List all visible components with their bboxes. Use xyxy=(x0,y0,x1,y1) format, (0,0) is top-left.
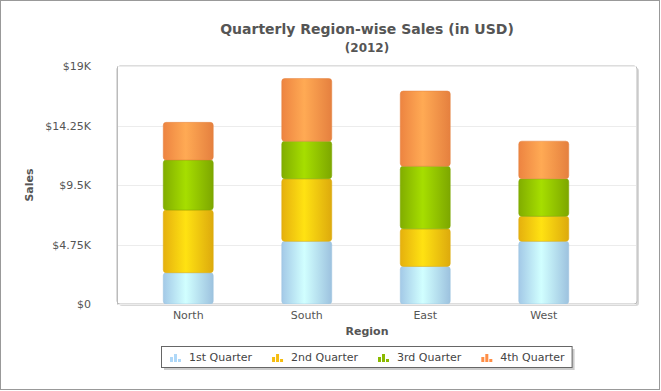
x-tick: North xyxy=(173,304,204,322)
legend-swatch-bar xyxy=(170,357,173,362)
subtitle: (2012) xyxy=(345,41,389,55)
legend-swatch xyxy=(378,354,389,362)
grid-line xyxy=(118,304,636,305)
bar xyxy=(519,216,569,241)
y-tick: $0 xyxy=(77,298,117,311)
y-tick: $19K xyxy=(63,60,117,73)
legend-swatch xyxy=(481,354,492,362)
legend-swatch-bar xyxy=(481,357,484,362)
series-bars xyxy=(163,79,569,179)
legend: 1st Quarter 2nd Quarter 3rd Quarter 4th Qua… xyxy=(162,347,575,371)
series-bars xyxy=(163,241,569,304)
legend-swatch-bar xyxy=(378,357,381,362)
legend-swatch-bar xyxy=(178,359,181,362)
legend-label: 3rd Quarter xyxy=(397,351,462,364)
bar xyxy=(519,179,569,217)
x-tick: West xyxy=(530,304,558,322)
legend-swatch-bar xyxy=(489,359,492,362)
legend-swatch-bar xyxy=(280,359,283,362)
bar xyxy=(282,179,332,242)
y-tick: $4.75K xyxy=(52,239,117,252)
legend-swatch-bar xyxy=(485,354,488,362)
grid xyxy=(118,67,636,305)
y-axis-title: Sales xyxy=(23,168,36,202)
plot-frame xyxy=(117,66,637,304)
bar xyxy=(400,166,450,229)
bar xyxy=(163,122,213,160)
legend-swatch-bar xyxy=(382,354,385,362)
x-axis: North South East West xyxy=(130,304,604,322)
legend-swatch-bar xyxy=(272,357,275,362)
legend-swatch xyxy=(272,354,283,362)
series-bars xyxy=(163,141,569,229)
y-tick: $14.25K xyxy=(45,120,117,133)
bar xyxy=(400,266,450,304)
y-axis: $0 $4.75K $9.5K $14.25K $19K xyxy=(45,60,117,311)
x-tick-label: West xyxy=(530,309,558,322)
x-tick-label: South xyxy=(291,309,323,322)
legend-swatch-bar xyxy=(386,359,389,362)
bar xyxy=(400,229,450,267)
bars xyxy=(163,79,569,304)
y-axis-line xyxy=(117,67,118,305)
bar xyxy=(400,91,450,166)
legend-swatch-bar xyxy=(174,354,177,362)
x-axis-title: Region xyxy=(346,325,389,338)
chart: Quarterly Region-wise Sales (in USD) (201… xyxy=(0,0,661,391)
y-tick-label: $19K xyxy=(63,60,92,73)
legend-item: 3rd Quarter xyxy=(378,351,462,364)
legend-label: 1st Quarter xyxy=(189,351,253,364)
title: Quarterly Region-wise Sales (in USD) xyxy=(220,21,514,37)
legend-item: 2nd Quarter xyxy=(272,351,358,364)
bar xyxy=(163,210,213,273)
x-tick-label: East xyxy=(413,309,437,322)
bar xyxy=(282,79,332,142)
y-tick-label: $0 xyxy=(77,298,91,311)
legend-swatch-bar xyxy=(276,354,279,362)
bar xyxy=(163,273,213,304)
y-tick-label: $9.5K xyxy=(59,179,91,192)
x-tick: South xyxy=(291,304,323,322)
x-tick: East xyxy=(413,304,437,322)
y-tick: $9.5K xyxy=(59,179,117,192)
x-tick-label: North xyxy=(173,309,204,322)
series-bars xyxy=(163,179,569,273)
legend-box xyxy=(162,347,573,368)
x-axis-line xyxy=(130,304,604,305)
bar xyxy=(282,141,332,179)
bar xyxy=(519,241,569,304)
legend-item: 4th Quarter xyxy=(481,351,565,364)
y-tick-label: $4.75K xyxy=(52,239,91,252)
legend-swatch xyxy=(170,354,181,362)
grid-line xyxy=(118,66,636,67)
legend-label: 2nd Quarter xyxy=(291,351,358,364)
y-tick-label: $14.25K xyxy=(45,120,91,133)
bar xyxy=(282,241,332,304)
bar xyxy=(163,160,213,210)
legend-item: 1st Quarter xyxy=(170,351,253,364)
bar xyxy=(519,141,569,179)
legend-label: 4th Quarter xyxy=(500,351,565,364)
outer-border xyxy=(1,1,660,390)
